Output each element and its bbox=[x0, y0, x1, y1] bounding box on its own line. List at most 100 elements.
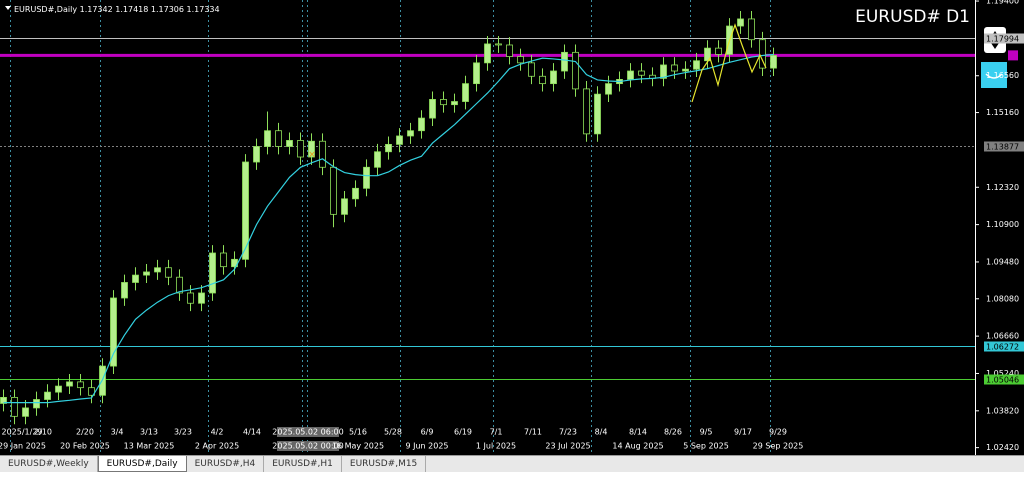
candle-body bbox=[319, 140, 326, 168]
x-date-label: 9/29 bbox=[769, 428, 787, 437]
x-date-label: 7/23 bbox=[559, 428, 577, 437]
candle-body bbox=[561, 51, 568, 72]
chart-tab[interactable]: EURUSD#,H1 bbox=[264, 456, 342, 472]
candle-body bbox=[297, 140, 304, 158]
level-label-box bbox=[984, 374, 1024, 385]
candle-body bbox=[737, 18, 744, 27]
candle-body bbox=[198, 292, 205, 304]
menu-arrow[interactable] bbox=[5, 6, 11, 10]
candle-body bbox=[748, 18, 755, 41]
signal-icon[interactable] bbox=[981, 62, 1007, 88]
candle-body bbox=[264, 130, 271, 147]
candle-body bbox=[770, 55, 777, 69]
candle-body bbox=[627, 70, 634, 80]
chart-tab[interactable]: EURUSD#,H4 bbox=[187, 456, 265, 472]
header-text: 1.17306 bbox=[151, 5, 184, 14]
candle-body bbox=[33, 399, 40, 409]
header-text: 1.17418 bbox=[115, 5, 148, 14]
x-date-label: 8/14 bbox=[629, 428, 647, 437]
tab-bar: EURUSD#,Weekly EURUSD#,Daily EURUSD#,H4 EUR… bbox=[0, 455, 1024, 472]
candle-body bbox=[495, 43, 502, 46]
x-date-label: 3/23 bbox=[174, 428, 192, 437]
y-tick-label: 1.10900 bbox=[986, 220, 1019, 229]
candle-body bbox=[429, 99, 436, 119]
x-date-label: 9/17 bbox=[734, 428, 752, 437]
candle-body bbox=[528, 62, 535, 77]
x-date-label: 8/4 bbox=[595, 428, 608, 437]
level-label-box bbox=[984, 33, 1024, 44]
candle-body bbox=[759, 39, 766, 69]
x-date-label: 2025.05.02 06:00 bbox=[272, 428, 343, 437]
candle-body bbox=[396, 135, 403, 145]
x-date-label: 7/11 bbox=[524, 428, 542, 437]
candle-body bbox=[638, 70, 645, 76]
x-date-label: 29 Sep 2025 bbox=[753, 442, 804, 451]
x-date-label: 2/20 bbox=[76, 428, 94, 437]
y-tick-label: 1.08080 bbox=[986, 294, 1019, 303]
level-label: 1.05046 bbox=[986, 376, 1019, 385]
candle-body bbox=[605, 83, 612, 95]
candle-body bbox=[253, 146, 260, 163]
y-tick-label: 1.03820 bbox=[986, 406, 1019, 415]
chart-tab[interactable]: EURUSD#,Daily bbox=[97, 456, 187, 472]
moving-average bbox=[3, 53, 774, 404]
candle-body bbox=[462, 83, 469, 102]
chart: ✕ EURUSD#,Daily 1.17342 1.17418 1.17306 … bbox=[0, 0, 1024, 455]
candle-body bbox=[660, 64, 667, 79]
x-date-label: 13 Mar 2025 bbox=[124, 442, 175, 451]
level-label: 1.06272 bbox=[986, 343, 1019, 352]
candle-body bbox=[275, 130, 282, 147]
x-date-label: 8/26 bbox=[664, 428, 682, 437]
candle-body bbox=[594, 93, 601, 135]
marks bbox=[0, 11, 777, 425]
x-date-label: 3/4 bbox=[111, 428, 124, 437]
candle-body bbox=[506, 44, 513, 57]
candle-body bbox=[451, 101, 458, 106]
candle-body bbox=[154, 267, 161, 273]
candle-body bbox=[121, 282, 128, 299]
candle-body bbox=[572, 51, 579, 90]
candle-body bbox=[242, 161, 249, 260]
candle-body bbox=[440, 99, 447, 106]
candle-body bbox=[88, 387, 95, 396]
y-tick-label: 1.16560 bbox=[986, 71, 1019, 80]
chart-tab[interactable]: EURUSD#,Weekly bbox=[0, 456, 98, 472]
level-label: 1.13877 bbox=[986, 143, 1019, 152]
candle-body bbox=[715, 47, 722, 55]
candle-body bbox=[209, 252, 216, 294]
candle-body bbox=[682, 68, 689, 72]
header-text: 1.17334 bbox=[187, 5, 220, 14]
x-date-label: 2/10 bbox=[34, 428, 52, 437]
candle-body bbox=[110, 297, 117, 367]
level-label: 1.17994 bbox=[986, 35, 1019, 44]
header-text: EURUSD#,Daily bbox=[14, 5, 77, 14]
x-date-label: 2025.05.02 00:00 bbox=[272, 442, 343, 451]
candle-body bbox=[286, 140, 293, 147]
x-date-label: 14 Aug 2025 bbox=[612, 442, 663, 451]
candle-body bbox=[517, 56, 524, 64]
candle-body bbox=[176, 276, 183, 294]
x-date-label: 20 Feb 2025 bbox=[60, 442, 110, 451]
candle-body bbox=[385, 143, 392, 153]
date-label-box bbox=[277, 427, 339, 437]
x-date-label: 7/1 bbox=[490, 428, 503, 437]
candle-body bbox=[671, 64, 678, 72]
level-label-box bbox=[984, 141, 1024, 152]
candle-body bbox=[693, 60, 700, 70]
candle-body bbox=[66, 381, 73, 387]
level-label-box bbox=[984, 341, 1024, 352]
y-tick-label: 1.06660 bbox=[986, 332, 1019, 341]
candle-body bbox=[187, 292, 194, 304]
x-date-label: 9 Jun 2025 bbox=[405, 442, 448, 451]
x-date-label: 2 Apr 2025 bbox=[195, 442, 239, 451]
y-tick-label: 1.15160 bbox=[986, 108, 1019, 117]
candle-body bbox=[583, 88, 590, 135]
candle-body bbox=[352, 187, 359, 200]
chart-tab[interactable]: EURUSD#,M15 bbox=[342, 456, 427, 472]
candle-body bbox=[330, 166, 337, 215]
x-date-label: 4/2 bbox=[211, 428, 224, 437]
y-tick-label: 1.05240 bbox=[986, 369, 1019, 378]
candle-body bbox=[418, 117, 425, 132]
candle-body bbox=[484, 43, 491, 64]
